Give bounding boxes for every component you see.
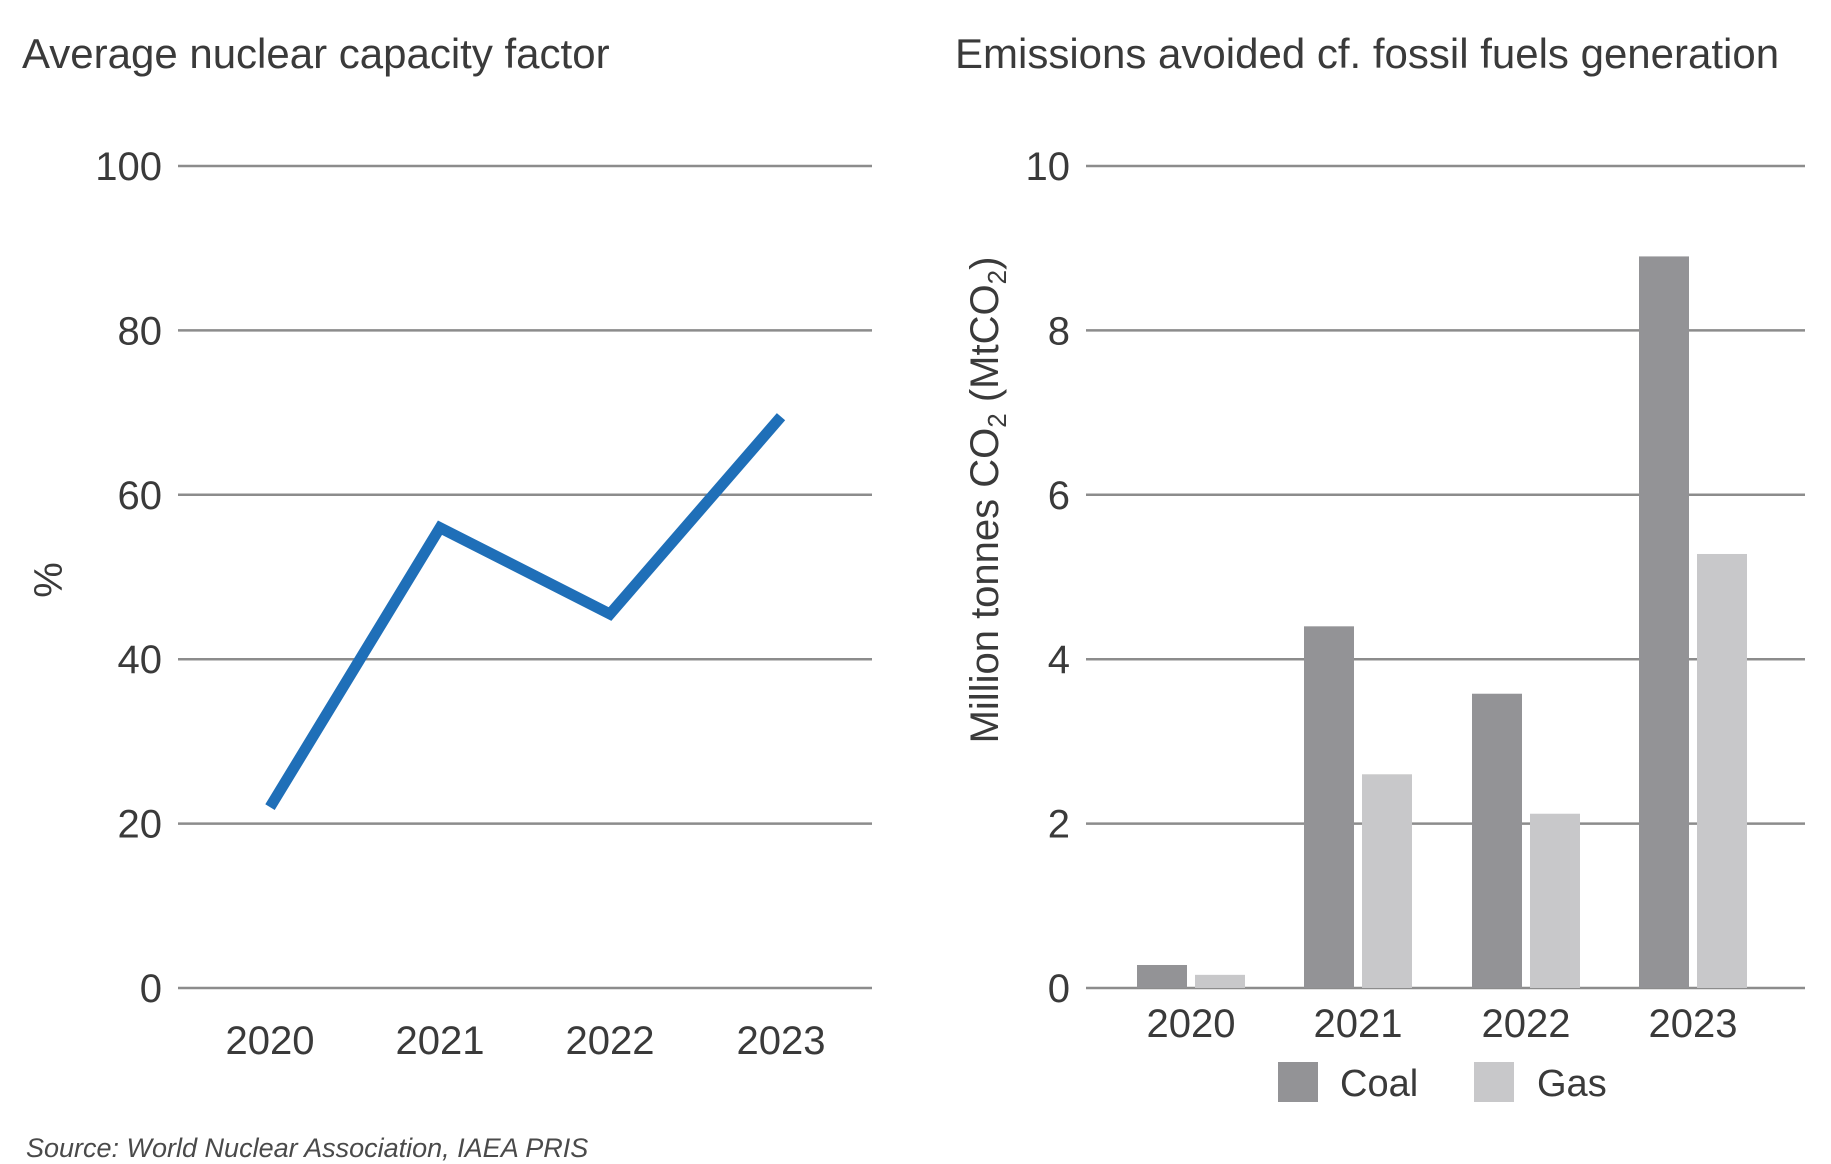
right-y-tick-10: 10 <box>1026 145 1071 189</box>
left-y-tick-40: 40 <box>118 638 163 682</box>
legend-label-coal: Coal <box>1340 1063 1418 1105</box>
left-x-tick-2023: 2023 <box>737 1019 826 1063</box>
left-y-tick-80: 80 <box>118 309 163 353</box>
legend-swatch-coal <box>1278 1062 1318 1102</box>
right-y-tick-6: 6 <box>1048 474 1070 518</box>
left-x-tick-2021: 2021 <box>396 1019 485 1063</box>
right-y-axis-label-mid: (MtCO <box>963 284 1007 413</box>
left-chart-title: Average nuclear capacity factor <box>22 30 610 77</box>
left-x-tick-labels: 2020 2021 2022 2023 <box>226 1019 826 1063</box>
left-y-tick-labels: 0 20 40 60 80 100 <box>95 145 162 1011</box>
bar-coal-2022 <box>1472 693 1522 988</box>
capacity-factor-line <box>265 413 786 811</box>
left-y-axis-label: % <box>27 562 71 598</box>
right-chart-title: Emissions avoided cf. fossil fuels gener… <box>955 30 1779 77</box>
legend-swatch-gas <box>1474 1062 1514 1102</box>
left-y-tick-0: 0 <box>140 967 162 1011</box>
left-y-tick-60: 60 <box>118 474 163 518</box>
right-x-tick-2021: 2021 <box>1314 1002 1403 1046</box>
legend-label-gas: Gas <box>1537 1063 1607 1105</box>
left-y-tick-100: 100 <box>95 145 162 189</box>
right-y-axis-label-end: ) <box>963 257 1007 270</box>
left-series-group <box>265 413 786 811</box>
right-bars-group <box>1137 256 1747 988</box>
emissions-avoided-chart: Emissions avoided cf. fossil fuels gener… <box>955 30 1805 1105</box>
bar-coal-2021 <box>1304 626 1354 988</box>
left-gridlines <box>178 164 872 990</box>
right-x-tick-2020: 2020 <box>1147 1002 1236 1046</box>
bar-gas-2020 <box>1195 974 1245 988</box>
source-note: Source: World Nuclear Association, IAEA … <box>26 1133 588 1163</box>
right-y-tick-8: 8 <box>1048 309 1070 353</box>
right-y-axis-label-sub1: 2 <box>982 413 1012 427</box>
right-y-axis-label: Million tonnes CO2 (MtCO2) <box>963 257 1012 744</box>
bar-coal-2023 <box>1639 256 1689 988</box>
right-y-tick-0: 0 <box>1048 967 1070 1011</box>
right-y-axis-label-main: Million tonnes CO <box>963 428 1007 744</box>
right-y-tick-labels: 0 2 4 6 8 10 <box>1026 145 1071 1011</box>
left-x-tick-2022: 2022 <box>566 1019 655 1063</box>
left-y-tick-20: 20 <box>118 803 163 847</box>
right-y-tick-2: 2 <box>1048 803 1070 847</box>
right-legend: Coal Gas <box>1278 1062 1607 1105</box>
right-x-tick-2022: 2022 <box>1482 1002 1571 1046</box>
bar-gas-2021 <box>1362 774 1412 988</box>
right-x-tick-2023: 2023 <box>1649 1002 1738 1046</box>
bar-coal-2020 <box>1137 964 1187 988</box>
bar-gas-2023 <box>1697 553 1747 988</box>
right-y-axis-label-sub2: 2 <box>982 270 1012 284</box>
left-x-tick-2020: 2020 <box>226 1019 315 1063</box>
right-y-tick-4: 4 <box>1048 638 1070 682</box>
bar-gas-2022 <box>1530 813 1580 988</box>
capacity-factor-chart: Average nuclear capacity factor % 0 20 40 6… <box>22 30 872 1063</box>
right-x-tick-labels: 2020 2021 2022 2023 <box>1147 1002 1738 1046</box>
